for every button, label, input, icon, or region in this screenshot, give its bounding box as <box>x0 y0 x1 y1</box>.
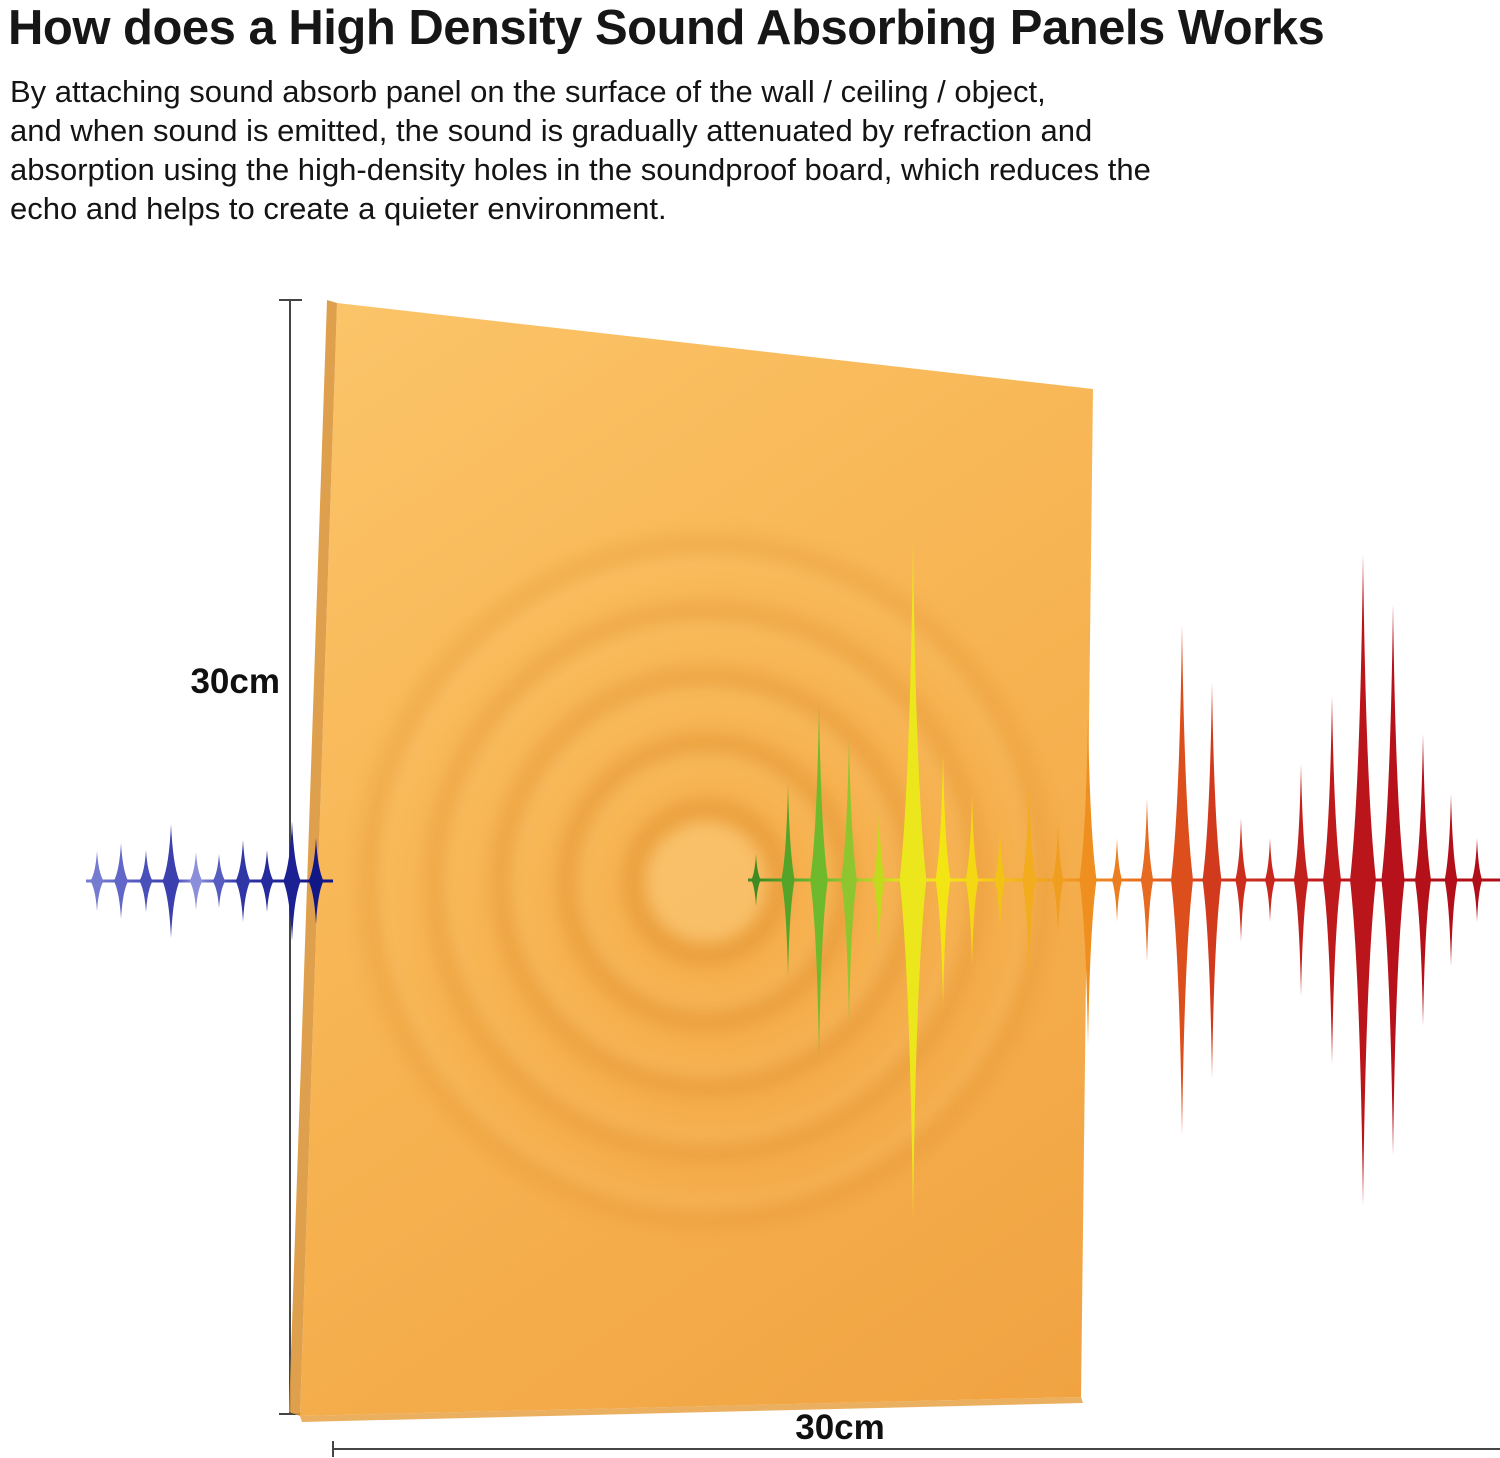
absorbed-sound-wave-spike <box>1022 780 1036 980</box>
absorbed-sound-wave-spike <box>935 754 951 1006</box>
incoming-sound-wave-spike <box>308 838 324 924</box>
description-line: By attaching sound absorb panel on the s… <box>10 74 1046 109</box>
absorbed-sound-wave <box>748 540 1500 1220</box>
absorbed-sound-wave-spike <box>1079 714 1097 1046</box>
absorbed-sound-wave-spike <box>1322 696 1342 1064</box>
absorbed-sound-wave-spike <box>965 794 979 966</box>
absorbed-sound-wave-spike <box>751 854 761 906</box>
absorbed-sound-wave-axis-line <box>748 878 1500 882</box>
absorbed-sound-wave-spike <box>1052 824 1064 936</box>
incoming-sound-wave-spike <box>212 854 226 908</box>
absorbed-sound-wave-spike <box>1264 838 1276 922</box>
absorbed-sound-wave-spike <box>994 828 1006 932</box>
incoming-sound-wave-spike <box>139 850 153 912</box>
absorbed-sound-wave-spike <box>1414 734 1432 1026</box>
width-dimension-label: 30cm <box>795 1408 885 1447</box>
absorbed-sound-wave-spike <box>1235 818 1247 942</box>
incoming-sound-wave-spike <box>113 843 129 919</box>
absorbed-sound-wave-spike <box>1170 624 1194 1136</box>
incoming-sound-wave <box>86 821 333 941</box>
description-line: and when sound is emitted, the sound is … <box>10 113 1093 148</box>
description-line: absorption using the high-density holes … <box>10 152 1151 187</box>
description: By attaching sound absorb panel on the s… <box>10 72 1151 228</box>
panel-bottom-edge <box>300 1397 1083 1422</box>
absorbed-sound-wave-spike <box>1471 838 1483 922</box>
incoming-sound-wave-spike <box>260 850 274 912</box>
absorbed-sound-wave-spike <box>781 784 795 976</box>
absorbed-sound-wave-spike <box>1111 838 1123 922</box>
page-title: How does a High Density Sound Absorbing … <box>8 1 1325 55</box>
height-dimension-label: 30cm <box>190 662 280 701</box>
absorbed-sound-wave-spike <box>899 540 927 1220</box>
absorbed-sound-wave-spike <box>841 736 857 1024</box>
absorbed-sound-wave-spike <box>1444 794 1458 966</box>
panel-left-edge <box>289 300 337 1416</box>
incoming-sound-wave-spike <box>283 821 301 941</box>
incoming-sound-wave-spike <box>90 851 104 911</box>
absorbed-sound-wave-spike <box>1381 604 1405 1156</box>
absorbed-sound-wave-spike <box>1202 682 1222 1078</box>
incoming-sound-wave-spike <box>189 852 203 910</box>
incoming-sound-wave-axis-line <box>86 879 333 883</box>
incoming-sound-wave-spike <box>162 824 180 938</box>
absorbed-sound-wave-spike <box>1293 764 1309 996</box>
absorbed-sound-wave-spike <box>1350 554 1376 1206</box>
absorbed-sound-wave-spike <box>873 810 885 950</box>
absorbed-sound-wave-spike <box>810 704 828 1056</box>
absorbed-sound-wave-spike <box>1140 798 1154 962</box>
incoming-sound-wave-spike <box>235 840 251 922</box>
description-line: echo and helps to create a quieter envir… <box>10 191 667 226</box>
